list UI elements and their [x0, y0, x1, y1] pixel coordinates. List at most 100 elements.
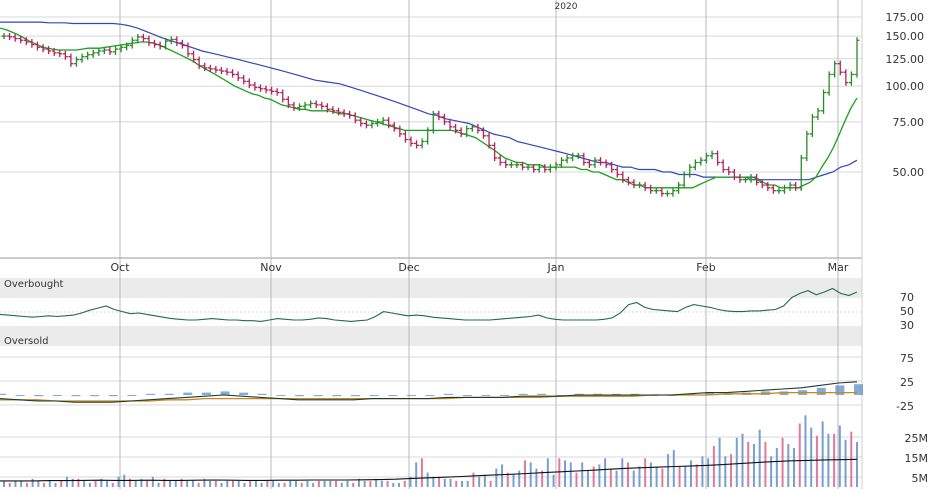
volume-bar [718, 437, 721, 487]
macd-histogram-bar [518, 393, 528, 395]
ohlc-bar [497, 154, 503, 166]
macd-lines [0, 381, 858, 403]
volume-bar [586, 470, 589, 487]
ohlc-bar [308, 100, 314, 109]
ohlc-bar [547, 164, 553, 173]
ohlc-bar [793, 181, 799, 191]
ohlc-bar [492, 142, 498, 162]
oversold-band [0, 326, 862, 346]
volume-bar [197, 482, 200, 487]
ohlc-bar [73, 56, 79, 67]
ohlc-bar [731, 168, 737, 181]
ohlc-bar [285, 96, 291, 109]
macd-histogram-bar [313, 395, 323, 397]
macd-histogram-bar [854, 384, 863, 395]
ohlc-bar [514, 161, 520, 168]
ohlc-bar [85, 51, 91, 60]
ohlc-bar [113, 46, 119, 56]
ohlc-bar [336, 107, 342, 116]
volume-bar [249, 480, 252, 487]
ohlc-bar [391, 122, 397, 132]
volume-bar [672, 450, 675, 487]
ohlc-bar [425, 127, 431, 145]
ohlc-bar [687, 164, 693, 178]
ohlc-bar [503, 159, 509, 168]
ohlc-bar [553, 161, 559, 171]
price-axis: 175.00 150.00 125.00 100.00 75.00 50.00 [886, 11, 925, 179]
volume-bar [478, 476, 481, 487]
volume-bar [117, 476, 120, 487]
volume-bar [701, 456, 704, 487]
volume-bar [357, 478, 360, 487]
volume-bar [409, 476, 412, 487]
x-tick-label: Feb [696, 261, 715, 274]
macd-histogram-bar [295, 395, 305, 397]
ohlc-bar [458, 127, 464, 138]
macd-histogram-bar [369, 395, 379, 396]
ohlc-bar [754, 173, 760, 186]
volume-bar [609, 468, 612, 487]
ohlc-bar [386, 117, 392, 129]
volume-bar [146, 480, 149, 487]
volume-bar [266, 480, 269, 487]
volume-bar [369, 480, 372, 487]
volume-bar [833, 433, 836, 487]
macd-histogram-bar [500, 395, 510, 396]
volume-bar [844, 439, 847, 487]
ohlc-bar [441, 113, 447, 125]
ohlc-bar [659, 187, 665, 197]
volume-bar [100, 478, 103, 487]
volume-bar [363, 480, 366, 487]
volume-bar [695, 464, 698, 487]
ohlc-bar [408, 136, 414, 147]
ohlc-bar [96, 47, 102, 56]
price-tick: 50.00 [893, 166, 925, 179]
macd-histogram-bar [816, 387, 826, 395]
macd-histogram-bar [201, 392, 211, 395]
volume-bar [506, 472, 509, 487]
volume-bar [231, 480, 234, 487]
oversold-label: Oversold [4, 336, 49, 347]
ohlc-bar [637, 181, 643, 189]
x-tick-label: Jan [547, 261, 565, 274]
ohlc-bar [135, 33, 141, 44]
ohlc-bar [447, 118, 453, 131]
ohlc-bar [837, 60, 843, 76]
macd-histogram-bar [593, 393, 603, 395]
ohlc-bar [469, 123, 475, 132]
ohlc-bar [202, 62, 208, 72]
x-tick-label: Mar [828, 261, 849, 274]
ohlc-bar [787, 181, 793, 191]
ohlc-bar [525, 164, 531, 171]
volume-bar [638, 466, 641, 487]
rsi-line-layer [0, 287, 858, 322]
volume-bar [604, 458, 607, 487]
volume-bar [392, 482, 395, 487]
ohlc-bar [235, 71, 241, 82]
ohlc-bar [146, 35, 152, 46]
ohlc-bar [185, 42, 191, 57]
volume-bar [764, 441, 767, 487]
macd-histogram-bar [146, 393, 156, 395]
volume-bar [31, 478, 34, 487]
volume-bar [747, 441, 750, 487]
ohlc-bar [341, 109, 347, 117]
ohlc-bar [291, 101, 297, 111]
ohlc-bar [559, 157, 565, 168]
volume-tick: 15M [905, 452, 929, 465]
sma-short-layer [0, 27, 858, 189]
volume-bar [758, 429, 761, 487]
ohlc-bar [592, 157, 598, 168]
ohlc-bar [843, 69, 849, 86]
ohlc-bar [90, 49, 96, 58]
volume-bar [472, 472, 475, 487]
ohlc-bar [174, 36, 180, 46]
volume-bar [346, 480, 349, 487]
ohlc-bar [581, 152, 587, 166]
volume-bar [14, 480, 17, 487]
volume-bar [157, 482, 160, 487]
volume-bar [575, 472, 578, 487]
ohlc-bar [475, 123, 481, 134]
ohlc-bar [670, 187, 676, 197]
volume-bar [558, 458, 561, 487]
